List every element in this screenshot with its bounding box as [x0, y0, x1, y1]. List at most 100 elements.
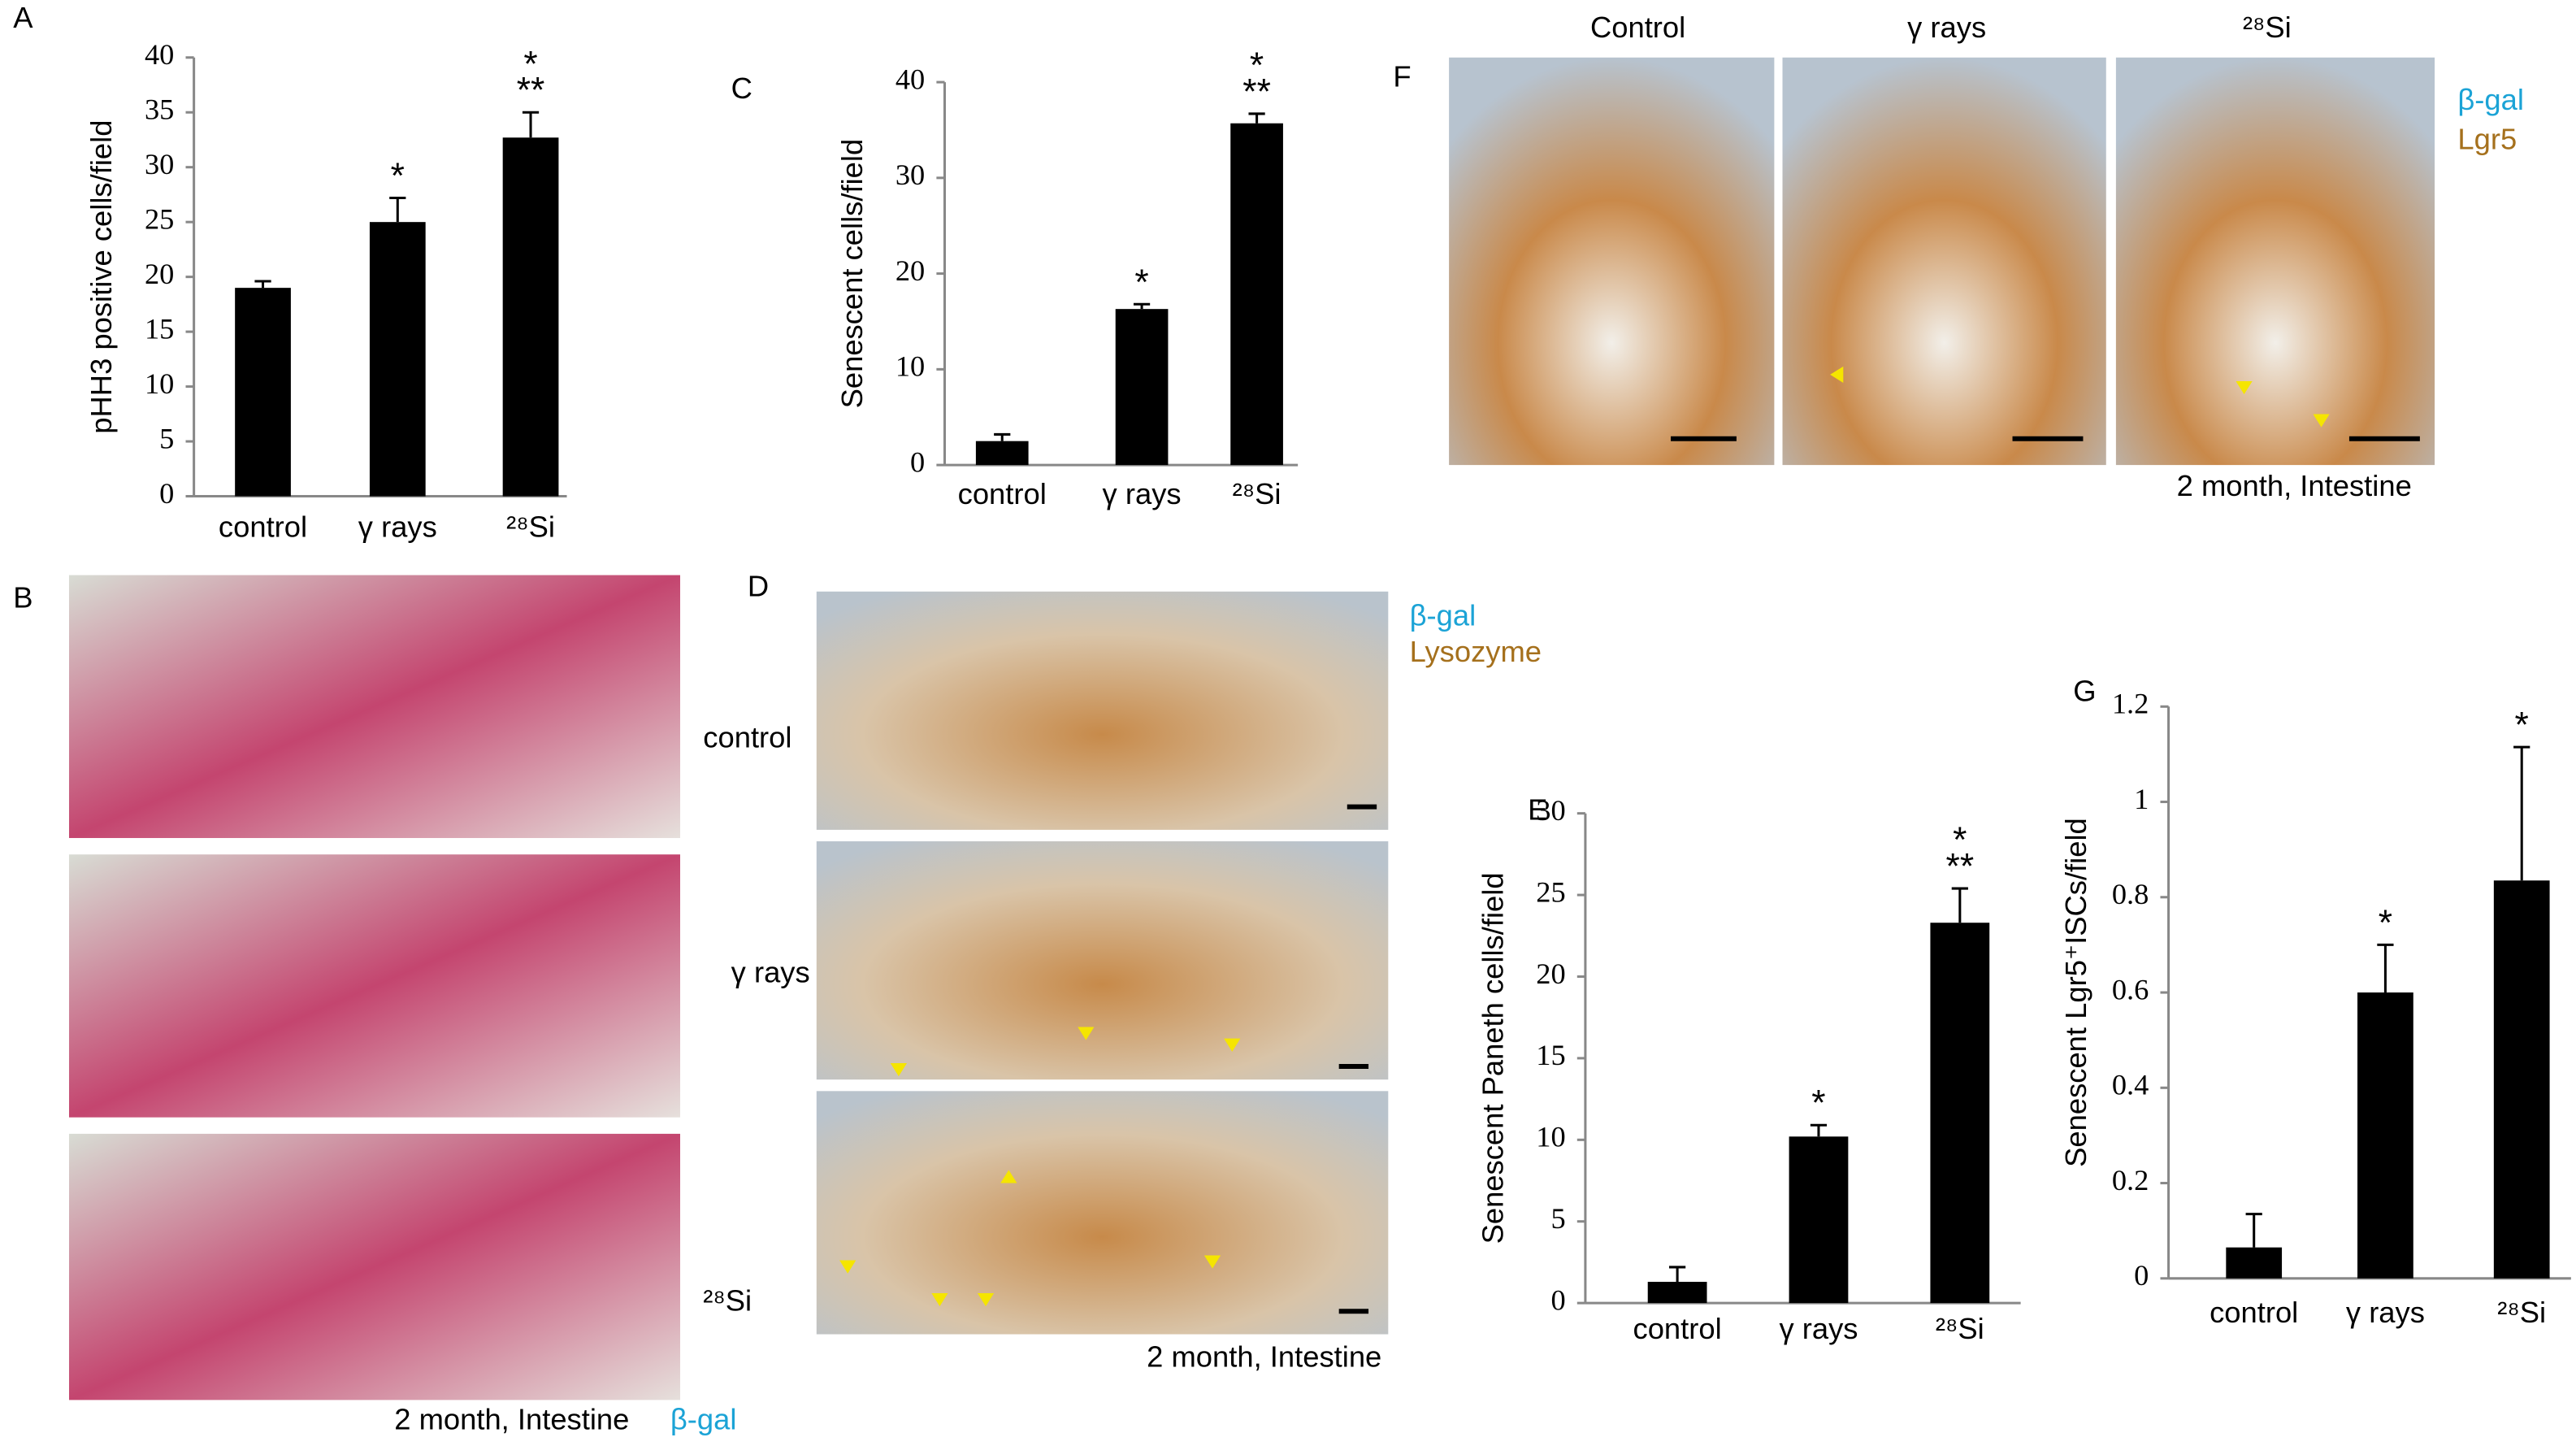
column-label: Control [1590, 11, 1685, 44]
significance: ** [517, 71, 545, 111]
significance: * [1811, 1083, 1825, 1123]
error-bar [1133, 302, 1151, 310]
panel-label: D [748, 569, 769, 602]
panel-label: E [1528, 792, 1547, 826]
micrograph [1449, 57, 1775, 466]
bar [2226, 1247, 2283, 1279]
bar [1115, 309, 1169, 466]
error-bar [2245, 1213, 2262, 1248]
error-bar [994, 432, 1011, 441]
micrograph [68, 854, 681, 1118]
bar [2493, 880, 2550, 1279]
y-tick-label: 20 [145, 258, 174, 290]
micrograph [1782, 57, 2106, 466]
bar [2357, 992, 2413, 1279]
x-tick-label: ²⁸Si [1936, 1312, 1984, 1345]
error-bar [389, 196, 406, 223]
bar [1789, 1136, 1849, 1304]
panel-label: B [13, 580, 33, 614]
y-tick-label: 0 [1550, 1283, 1565, 1316]
y-tick-label: 20 [1536, 957, 1565, 990]
significance: * [1250, 46, 1264, 85]
panel-label: C [731, 72, 752, 105]
caption: 2 month, Intestine [394, 1402, 629, 1435]
row-label: ²⁸Si [703, 1284, 752, 1318]
error-bar [522, 111, 540, 138]
y-tick-label: 10 [896, 350, 925, 383]
y-tick-label: 0 [910, 445, 925, 478]
legend-label: Lysozyme [1410, 635, 1542, 668]
y-tick-label: 5 [159, 422, 174, 454]
x-tick-label: γ rays [2346, 1296, 2425, 1329]
y-tick-label: 0 [2134, 1259, 2149, 1292]
micrograph [816, 1091, 1389, 1335]
bar [1230, 123, 1283, 466]
micrograph [2115, 57, 2435, 466]
row-label: γ rays [731, 955, 810, 988]
arrow [977, 1292, 995, 1307]
x-tick-label: control [2210, 1296, 2298, 1329]
bar [975, 441, 1029, 466]
panel-label: G [2073, 675, 2096, 708]
y-tick-label: 1 [2134, 783, 2149, 815]
micrograph [68, 1133, 681, 1400]
error-bar [2377, 943, 2394, 993]
arrow [1224, 1038, 1241, 1052]
x-tick-label: ²⁸Si [1233, 477, 1281, 510]
y-tick-label: 0.6 [2112, 973, 2149, 1005]
y-tick-label: 15 [1536, 1039, 1565, 1071]
scale-bars [1338, 436, 2420, 1314]
x-tick-label: γ rays [1103, 477, 1182, 510]
y-axis-label: Senescent cells/field [835, 139, 869, 409]
y-axis-label: Senescent Paneth cells/field [1476, 872, 1509, 1244]
column-label: γ rays [1907, 11, 1986, 44]
y-tick-label: 10 [145, 367, 174, 400]
significance: * [391, 156, 405, 196]
arrow [1078, 1027, 1095, 1040]
significance: * [1953, 820, 1967, 860]
error-bar [1248, 112, 1265, 124]
x-tick-label: control [219, 510, 307, 544]
y-tick-label: 30 [145, 148, 174, 180]
x-tick-label: γ rays [1779, 1312, 1858, 1345]
y-tick-label: 0.2 [2112, 1164, 2149, 1196]
y-tick-label: 30 [896, 158, 925, 191]
x-tick-label: control [958, 477, 1047, 510]
x-tick-label: γ rays [358, 510, 437, 544]
micrograph [816, 591, 1389, 830]
significance: * [523, 44, 537, 84]
bar [369, 222, 426, 497]
significance: ** [1242, 72, 1271, 111]
significance: * [2379, 903, 2392, 943]
arrow [931, 1292, 948, 1307]
y-tick-label: 30 [1536, 794, 1565, 827]
arrow [839, 1260, 856, 1274]
y-tick-label: 35 [145, 93, 174, 126]
x-tick-label: ²⁸Si [506, 510, 555, 544]
bar [1930, 923, 1990, 1304]
error-bar [1951, 887, 1968, 923]
panel-label: F [1393, 60, 1411, 93]
column-label: ²⁸Si [2243, 11, 2292, 44]
error-bar [254, 280, 271, 289]
significance: ** [1946, 847, 1975, 887]
stain-label: β-gal [670, 1402, 737, 1435]
error-bar [2513, 745, 2530, 881]
caption: 2 month, Intestine [2177, 469, 2412, 502]
arrow [1000, 1170, 1017, 1183]
legend-label: β-gal [1410, 599, 1477, 632]
legend-label: Lgr5 [2457, 122, 2517, 155]
y-tick-label: 1.2 [2112, 688, 2149, 720]
y-tick-label: 5 [1550, 1202, 1565, 1235]
y-tick-label: 40 [145, 38, 174, 71]
arrow [2236, 381, 2253, 395]
y-axis-label: Senescent Lgr5⁺ISCs/field [2059, 818, 2092, 1167]
y-tick-label: 0.8 [2112, 878, 2149, 910]
caption: 2 month, Intestine [1147, 1340, 1381, 1373]
panel-label: A [13, 1, 33, 34]
legend-label: β-gal [2457, 83, 2524, 116]
bar [1647, 1282, 1707, 1304]
y-tick-label: 25 [145, 203, 174, 236]
